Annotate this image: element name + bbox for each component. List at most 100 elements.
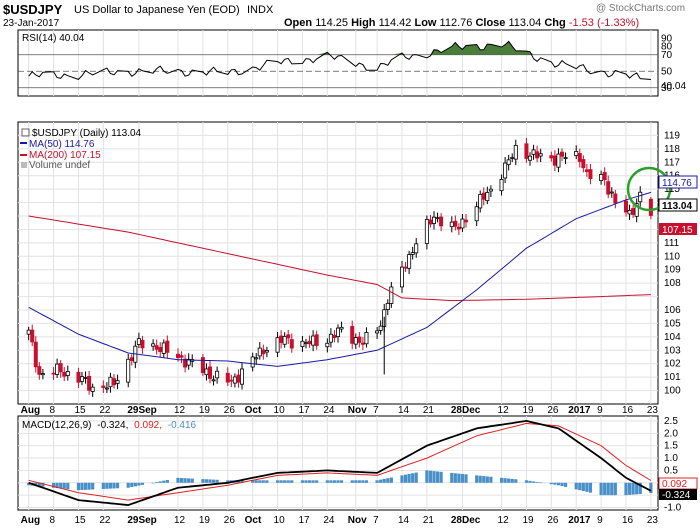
macd-hist-bar [403, 474, 408, 483]
candle-body [357, 336, 362, 343]
price-x-tick-label: 24 [323, 405, 335, 416]
price-tick-label: 100 [664, 386, 681, 397]
candle-body [613, 193, 618, 204]
macd-hist-bar [115, 482, 120, 489]
ma50-tag: 114.76 [662, 178, 692, 189]
macd-hist-bar [588, 482, 593, 493]
highlight-circle [626, 166, 672, 212]
candle-body [179, 355, 184, 358]
macd-hist-bar [62, 482, 66, 489]
candle-body [360, 342, 365, 345]
candle-body [606, 181, 611, 195]
macd-hist-bar [258, 480, 262, 483]
candle-body [186, 358, 191, 366]
rsi-frame [17, 29, 659, 97]
candle-body [140, 339, 145, 349]
macd-hist-bar [165, 479, 169, 483]
price-x-tick-label: 19 [199, 405, 211, 416]
macd-hist-bar [489, 476, 493, 483]
macd-hist-bar [428, 470, 433, 483]
candle-body [439, 216, 444, 227]
candle-body [385, 302, 390, 310]
rsi-tick-label: 80 [661, 42, 673, 53]
macd-hist-bar [460, 473, 465, 483]
candle-body [560, 151, 565, 157]
macd-hist-bar [379, 479, 383, 483]
macd-hist-bar [560, 482, 564, 487]
candle-body [478, 194, 483, 209]
open-label: Open [284, 17, 313, 29]
macd-tick-label: 2.5 [664, 416, 678, 427]
macd-hist-bar [204, 479, 209, 483]
macd-x-tick-label: 14 [398, 515, 410, 526]
candle-body [257, 347, 262, 357]
macd-panel: -1.0 0.51.01.5 2.02.5 Aug 8 15 22 29Sep 12 19 26 O… [17, 415, 698, 526]
macd-hist-bar [211, 479, 216, 483]
macd-hist-bar [638, 482, 642, 494]
candle-body [26, 329, 31, 335]
candle-body [485, 192, 490, 202]
rsi-legend: RSI(14) 40.04 [22, 33, 85, 44]
rsi-tick-label: 70 [661, 50, 673, 61]
candle-body [332, 334, 337, 339]
macd-hist-bar [307, 480, 312, 483]
macd-x-tick-label: 2017 [568, 515, 591, 526]
rsi-current-tag: 40.04 [661, 81, 686, 92]
candle-body [513, 145, 518, 160]
macd-hist-bar [507, 478, 511, 483]
price-legend-title: $USDJPY (Daily) 113.04 [32, 128, 142, 139]
rsi-grid [28, 30, 652, 96]
candle-body [535, 151, 540, 159]
date-label: 23-Jan-2017 [3, 18, 60, 29]
candle-body [90, 386, 95, 392]
candle-body [289, 339, 294, 349]
macd-hist-bar [162, 480, 166, 483]
macd-hist-bar [226, 480, 230, 483]
candle-body [300, 340, 305, 348]
price-x-tick-label: 26 [224, 405, 236, 416]
macd-hist-bar [155, 482, 159, 483]
macd-hist-bar [581, 482, 585, 492]
macd-hist-bar [475, 475, 479, 483]
candle-body [627, 209, 632, 215]
macd-hist-bar [41, 482, 45, 487]
open-value: 114.25 [315, 17, 349, 29]
macd-x-tick-label: 8 [50, 515, 56, 526]
candle-body [602, 172, 607, 181]
macd-hist-bar [514, 479, 518, 483]
candle-body [62, 372, 67, 377]
macd-hist-bar [27, 482, 31, 486]
candle-body [264, 350, 269, 353]
macd-hist-bar [464, 474, 468, 483]
macd-x-tick-label: 12 [498, 515, 510, 526]
macd-hist-bar [350, 480, 354, 483]
candle-body [488, 188, 493, 192]
price-frame [17, 121, 659, 405]
macd-hist-bar [80, 482, 84, 491]
macd-hist-bar [151, 482, 155, 484]
candle-body [428, 219, 433, 225]
price-x-tick-label: Oct [245, 405, 262, 416]
macd-hist-bar [457, 473, 461, 483]
price-tick-label: 103 [664, 345, 681, 356]
ohlc-readout: Open 114.25 High 114.42 Low 112.76 Close… [284, 17, 639, 29]
candle-body [648, 198, 653, 216]
macd-hist-bar [528, 480, 532, 483]
macd-x-tick-label: 19 [522, 515, 534, 526]
macd-hist-bar [606, 482, 610, 496]
candle-body [51, 372, 56, 375]
price-x-tick-label: 17 [298, 405, 310, 416]
price-tick-label: 106 [664, 305, 681, 316]
price-tick-label: 108 [664, 278, 681, 289]
macd-hist-bar [482, 476, 486, 483]
candle-body [339, 326, 344, 330]
macd-x-tick-label: Oct [245, 515, 262, 526]
candle-body [108, 376, 113, 388]
macd-x-tick-label: 10 [274, 515, 286, 526]
macd-hist-bar [339, 480, 344, 483]
price-x-tick-label: 21 [423, 405, 435, 416]
macd-hist-bar [425, 470, 429, 483]
candle-body [279, 335, 284, 343]
